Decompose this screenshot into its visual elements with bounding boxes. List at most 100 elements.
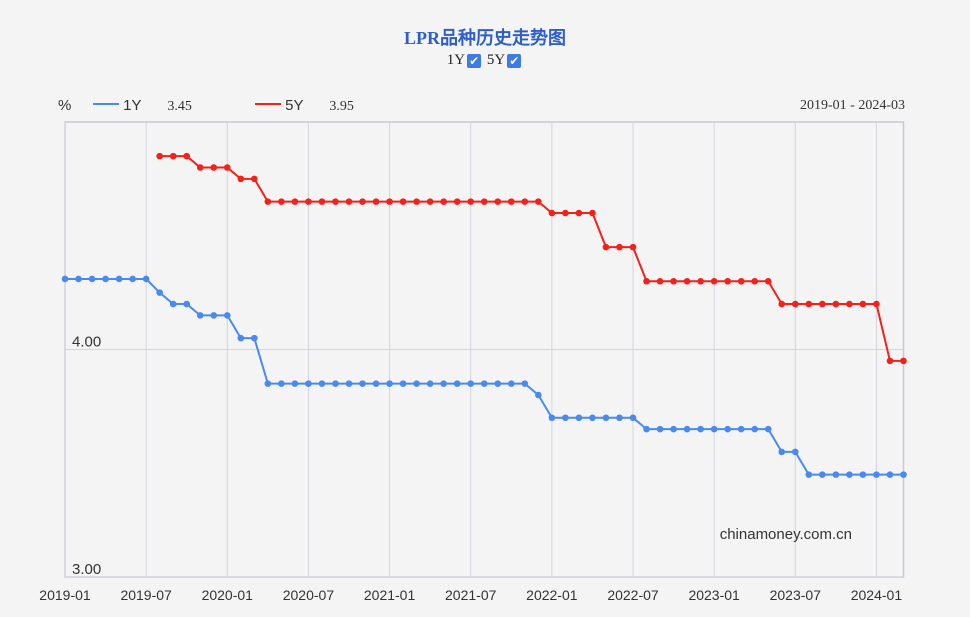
x-tick-label: 2021-07	[445, 587, 497, 603]
data-point-5y	[251, 175, 258, 183]
data-point-5y	[318, 198, 326, 205]
data-point-5y	[507, 198, 515, 205]
data-point-5y	[832, 300, 840, 308]
data-point-1y	[616, 414, 623, 422]
x-tick-label: 2020-07	[283, 587, 335, 603]
y-tick-label: 4.00	[72, 334, 101, 351]
data-point-1y	[196, 312, 204, 319]
data-point-1y	[305, 380, 312, 387]
data-point-1y	[643, 425, 650, 433]
x-tick-label: 2021-01	[364, 587, 416, 603]
data-point-5y	[548, 209, 556, 217]
toggle-1y-checkbox[interactable]: ✔	[467, 54, 482, 68]
data-point-5y	[737, 277, 745, 285]
data-point-1y	[169, 300, 177, 308]
data-point-5y	[264, 198, 272, 205]
x-tick-label: 2023-01	[688, 587, 740, 603]
data-point-1y	[183, 300, 191, 308]
data-point-5y	[670, 277, 677, 285]
x-tick-label: 2023-07	[770, 587, 822, 603]
data-point-1y	[751, 425, 759, 433]
data-point-1y	[399, 380, 407, 387]
data-point-1y	[859, 471, 867, 478]
data-point-5y	[237, 175, 245, 183]
data-point-1y	[670, 425, 677, 433]
data-point-1y	[359, 380, 366, 387]
data-point-1y	[602, 414, 610, 422]
data-point-1y	[480, 380, 488, 387]
data-point-5y	[602, 243, 610, 251]
data-point-1y	[129, 275, 136, 283]
data-point-1y	[724, 425, 731, 433]
data-point-5y	[345, 198, 353, 205]
unit-label: %	[58, 97, 72, 114]
data-point-1y	[142, 275, 150, 283]
data-point-1y	[562, 414, 569, 422]
data-point-1y	[575, 414, 583, 422]
data-point-1y	[426, 380, 434, 387]
data-point-5y	[656, 277, 664, 285]
data-point-1y	[886, 471, 894, 478]
x-tick-label: 2024-01	[851, 587, 903, 603]
data-point-5y	[616, 243, 623, 251]
data-point-1y	[264, 380, 272, 387]
data-point-5y	[710, 277, 718, 285]
data-point-1y	[494, 380, 502, 387]
legend-1y-value: 3.45	[167, 99, 192, 114]
toggle-5y-checkbox[interactable]: ✔	[507, 54, 522, 68]
data-point-1y	[589, 414, 596, 422]
date-range-label: 2019-01 - 2024-03	[800, 98, 905, 113]
data-point-5y	[764, 277, 772, 285]
data-point-5y	[169, 152, 177, 160]
data-point-1y	[683, 425, 691, 433]
data-point-1y	[832, 471, 840, 478]
x-tick-label: 2020-01	[202, 587, 254, 603]
data-point-5y	[629, 243, 637, 251]
data-point-5y	[196, 164, 204, 171]
legend-5y-value: 3.95	[329, 99, 354, 114]
x-tick-label: 2022-07	[607, 587, 659, 603]
legend-1y: 1Y 3.45	[93, 97, 192, 115]
data-point-5y	[643, 277, 650, 285]
data-point-5y	[440, 198, 447, 205]
data-point-1y	[535, 391, 542, 399]
data-point-1y	[251, 334, 258, 342]
data-point-1y	[819, 471, 826, 478]
data-point-1y	[88, 275, 96, 283]
data-point-1y	[900, 471, 907, 478]
series-toggles: 1Y ✔ 5Y ✔	[0, 52, 970, 69]
chart-title: LPR品种历史走势图	[404, 28, 566, 48]
data-point-1y	[467, 380, 475, 387]
data-point-1y	[237, 334, 245, 342]
data-point-1y	[846, 471, 853, 478]
series-line-5y	[159, 155, 904, 362]
data-point-1y	[805, 471, 813, 478]
data-point-5y	[332, 198, 339, 205]
data-point-5y	[805, 300, 813, 308]
data-point-1y	[345, 380, 353, 387]
watermark: chinamoney.com.cn	[720, 526, 852, 543]
data-point-1y	[278, 380, 285, 387]
data-point-5y	[589, 209, 596, 217]
toggle-1y-label: 1Y	[446, 52, 466, 68]
data-point-1y	[521, 380, 529, 387]
legend-5y-name: 5Y	[285, 97, 304, 114]
data-point-1y	[656, 425, 664, 433]
data-point-5y	[819, 300, 826, 308]
data-point-1y	[791, 448, 799, 456]
data-point-1y	[210, 312, 218, 319]
data-point-1y	[873, 471, 880, 478]
legend-5y-swatch	[255, 103, 281, 105]
data-point-5y	[453, 198, 461, 205]
data-point-5y	[494, 198, 502, 205]
data-point-5y	[278, 198, 285, 205]
data-point-5y	[399, 198, 407, 205]
series-line-1y	[65, 277, 904, 476]
data-point-1y	[318, 380, 326, 387]
toggle-5y-label: 5Y	[486, 52, 506, 68]
data-point-1y	[629, 414, 637, 422]
data-point-1y	[737, 425, 745, 433]
data-point-5y	[305, 198, 312, 205]
x-tick-label: 2019-07	[120, 587, 172, 603]
data-point-1y	[61, 275, 69, 283]
